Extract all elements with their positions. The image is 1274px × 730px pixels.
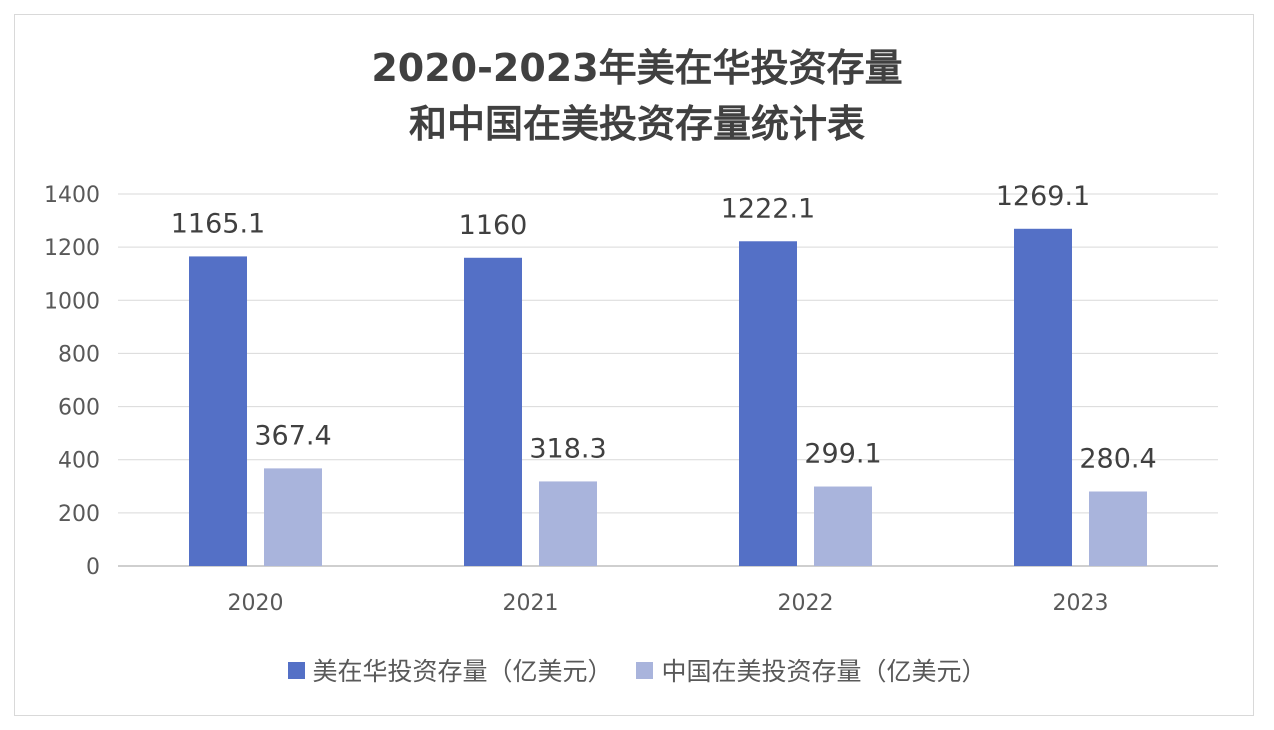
data-label: 318.3	[529, 433, 606, 464]
data-labels: 1165.1 367.4 1160 318.3 1222.1 299.1 1269.1 280…	[171, 181, 1157, 475]
legend-item-china-in-us: 中国在美投资存量（亿美元）	[636, 652, 986, 688]
y-tick-label: 800	[58, 342, 100, 367]
x-tick-label: 2020	[228, 591, 284, 616]
legend-label-us-in-china: 美在华投资存量（亿美元）	[312, 657, 613, 686]
legend-swatch-us-in-china	[287, 661, 305, 679]
y-tick-label: 600	[58, 396, 100, 421]
data-label: 1160	[459, 210, 528, 241]
y-tick-label: 400	[58, 449, 100, 474]
x-tick-label: 2022	[778, 591, 834, 616]
bars	[189, 228, 1147, 567]
bar	[739, 241, 797, 566]
chart-title-line-2: 和中国在美投资存量统计表	[408, 102, 865, 146]
chart-title-line-1: 2020-2023年美在华投资存量	[371, 46, 903, 90]
data-label: 1269.1	[996, 181, 1090, 212]
y-axis-ticks: 0 200 400 600 800 1000 1200 1400	[44, 183, 100, 580]
data-label: 1222.1	[721, 193, 815, 224]
bar	[539, 481, 597, 566]
legend-item-us-in-china: 美在华投资存量（亿美元）	[287, 652, 613, 688]
data-label: 367.4	[254, 420, 331, 451]
x-tick-label: 2023	[1053, 591, 1109, 616]
bar	[1089, 491, 1147, 566]
y-tick-label: 1200	[44, 236, 100, 261]
bar	[264, 468, 322, 566]
y-tick-label: 1400	[44, 183, 100, 208]
legend-label-china-in-us: 中国在美投资存量（亿美元）	[661, 657, 987, 686]
legend-swatch-china-in-us	[636, 661, 654, 679]
data-label: 280.4	[1079, 443, 1156, 474]
x-axis-ticks: 2020 2021 2022 2023	[228, 591, 1109, 616]
chart-title: 2020-2023年美在华投资存量 和中国在美投资存量统计表	[0, 40, 1274, 152]
legend: 美在华投资存量（亿美元） 中国在美投资存量（亿美元）	[0, 652, 1274, 688]
y-tick-label: 1000	[44, 289, 100, 314]
y-tick-label: 0	[86, 555, 100, 580]
bar	[814, 486, 872, 566]
data-label: 299.1	[804, 439, 881, 470]
bar	[464, 257, 522, 566]
x-tick-label: 2021	[503, 591, 559, 616]
bar	[189, 256, 247, 566]
y-tick-label: 200	[58, 502, 100, 527]
data-label: 1165.1	[171, 208, 265, 239]
bar	[1014, 228, 1072, 567]
